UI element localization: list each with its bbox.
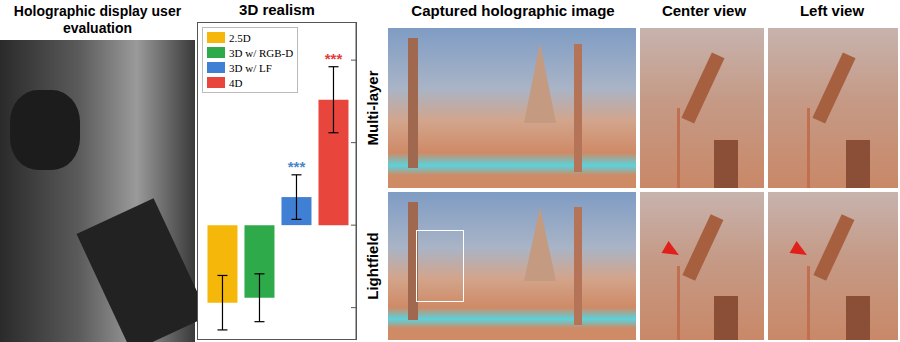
html-text:Captured holographic image: Captured holographic image (411, 2, 615, 19)
html-text:Multi-layer: Multi-layer (363, 70, 381, 146)
html-text:Left view: Left view (799, 2, 865, 19)
html-text:3D w/ RGB-D: 3D w/ RGB-D (229, 46, 294, 59)
html-text:Lightfield: Lightfield (363, 232, 381, 300)
svg-text:***: *** (288, 158, 306, 175)
html-text:Center view: Center view (661, 2, 747, 19)
html-text:3D w/ LF: 3D w/ LF (229, 61, 272, 74)
html-text:3D realism: 3D realism (239, 1, 315, 18)
svg-text:***: *** (325, 50, 343, 67)
html-text:4D: 4D (229, 76, 243, 89)
html-text:2.5D: 2.5D (229, 31, 251, 44)
html-text:Holographic display user evalu: Holographic display user evaluation (13, 3, 182, 36)
